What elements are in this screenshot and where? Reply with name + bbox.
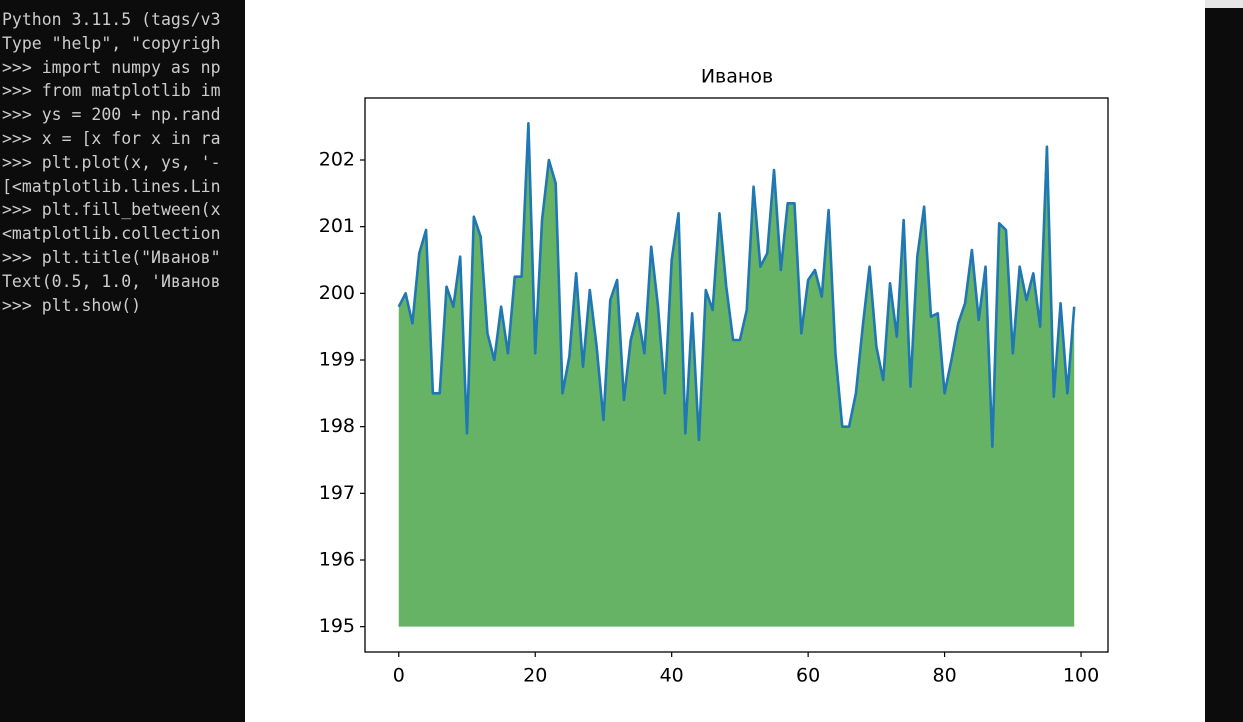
x-tick-label: 80	[933, 665, 957, 687]
console-line: >>> ys = 200 + np.rand	[2, 105, 221, 125]
y-tick-label: 195	[319, 615, 355, 637]
y-tick-label: 201	[319, 215, 355, 237]
x-tick-label: 40	[660, 665, 684, 687]
chart-title: Иванов	[701, 66, 773, 88]
console-line: >>> plt.plot(x, ys, '-	[2, 152, 221, 172]
console-line: >>> import numpy as np	[2, 57, 221, 77]
console: Python 3.11.5 (tags/v3 Type "help", "copy…	[0, 0, 245, 722]
window-strip	[1205, 0, 1243, 8]
y-tick-label: 202	[319, 149, 355, 171]
console-line: >>> plt.fill_between(x	[2, 200, 221, 220]
axes-frame	[364, 97, 1109, 653]
console-line: <matplotlib.collection	[2, 224, 221, 244]
console-line: >>> plt.title("Иванов"	[2, 247, 221, 267]
y-tick-label: 199	[319, 349, 355, 371]
y-tick-label: 198	[319, 415, 355, 437]
console-line: Text(0.5, 1.0, 'Иванов	[2, 271, 221, 291]
console-line: [<matplotlib.lines.Lin	[2, 176, 221, 196]
console-line: Python 3.11.5 (tags/v3	[2, 10, 221, 29]
y-tick-label: 196	[319, 549, 355, 571]
x-tick-label: 0	[393, 665, 405, 687]
x-tick-label: 20	[523, 665, 547, 687]
x-tick-label: 60	[796, 665, 820, 687]
y-tick-label: 197	[319, 482, 355, 504]
area	[398, 123, 1075, 627]
x-tick-label: 100	[1063, 665, 1099, 687]
line	[397, 122, 1076, 448]
console-line: >>> x = [x for x in ra	[2, 128, 221, 148]
y-tick-label: 200	[319, 282, 355, 304]
console-line: Type "help", "copyrigh	[2, 33, 221, 53]
console-line: >>> from matplotlib im	[2, 81, 221, 101]
console-line: >>> plt.show()	[2, 295, 142, 315]
